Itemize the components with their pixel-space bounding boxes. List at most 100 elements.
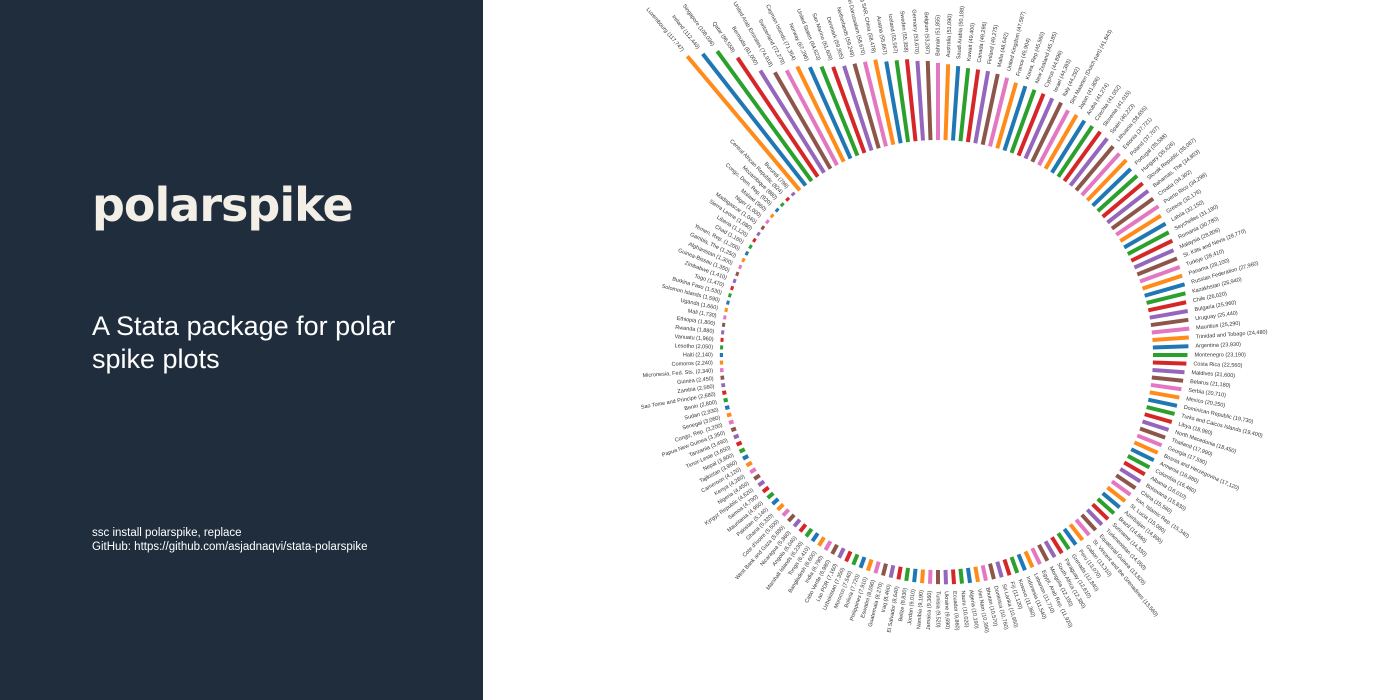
- spike: [896, 566, 903, 580]
- spike: [912, 568, 918, 583]
- spike: [817, 536, 826, 547]
- spike: [1152, 368, 1185, 375]
- spike: [1085, 158, 1128, 202]
- spike: [741, 257, 746, 263]
- spike: [730, 285, 735, 291]
- spike: [1146, 405, 1176, 416]
- spike: [894, 60, 911, 143]
- spike: [1062, 130, 1102, 183]
- spike: [730, 426, 737, 433]
- spike: [1091, 167, 1133, 208]
- spike: [715, 49, 814, 183]
- spike: [873, 59, 896, 146]
- spike: [1068, 137, 1109, 187]
- spike: [1150, 317, 1189, 328]
- spike: [973, 566, 980, 583]
- spike: [726, 412, 732, 418]
- spike: [1056, 125, 1094, 178]
- spike: [745, 460, 753, 468]
- spike: [1110, 197, 1155, 231]
- spike: [776, 502, 785, 512]
- spike: [1068, 523, 1085, 542]
- spike: [1062, 527, 1078, 546]
- spike: [1016, 553, 1027, 571]
- spike: [742, 454, 750, 461]
- spike: [973, 70, 991, 144]
- spike-label: Vanuatu (1,960): [674, 334, 714, 343]
- spike: [1141, 273, 1183, 291]
- spike: [1149, 309, 1189, 320]
- spike: [1119, 467, 1142, 484]
- spike: [823, 540, 833, 551]
- spike: [943, 64, 951, 141]
- spike: [995, 561, 1004, 578]
- spike: [1144, 282, 1186, 298]
- spike: [808, 66, 853, 160]
- spike: [1023, 97, 1055, 160]
- spike: [1152, 335, 1189, 342]
- spike: [752, 237, 757, 243]
- spike: [904, 59, 918, 142]
- spike: [779, 202, 785, 208]
- package-subtitle: A Stata package for polar spike plots: [92, 311, 396, 374]
- spike: [735, 56, 820, 178]
- spike: [764, 219, 770, 225]
- spike: [842, 65, 874, 152]
- spike: [773, 71, 833, 170]
- spike-label: Namibia (9,190): [916, 590, 925, 630]
- spike-label: Sweden (55,358): [898, 10, 908, 52]
- spike: [738, 447, 746, 454]
- spike: [766, 491, 775, 500]
- spike-label: Maldives (21,600): [1191, 370, 1235, 379]
- spike: [951, 65, 961, 141]
- spike: [749, 467, 757, 474]
- spike: [1096, 174, 1139, 213]
- spike-label: Argentina (23,930): [1195, 342, 1241, 350]
- spike: [920, 569, 925, 584]
- spike: [1074, 145, 1115, 192]
- spike: [757, 479, 766, 488]
- github-link[interactable]: GitHub: https://github.com/asjadnaqvi/st…: [92, 541, 368, 553]
- spike: [685, 54, 802, 192]
- spike: [781, 508, 791, 517]
- spike: [1091, 502, 1110, 521]
- spike: [1002, 85, 1028, 152]
- spike: [1150, 382, 1182, 392]
- spike-label: Belize (8,830): [898, 587, 909, 622]
- spike: [1133, 440, 1159, 455]
- info-panel: polarspike A Stata package for polar spi…: [0, 0, 483, 700]
- spike: [951, 569, 957, 585]
- spike: [1030, 101, 1063, 163]
- spike: [735, 440, 743, 447]
- spike: [1139, 265, 1181, 284]
- install-info: ssc install polarspike, replace GitHub: …: [92, 526, 368, 554]
- spike: [1101, 181, 1144, 219]
- spike: [756, 231, 761, 237]
- spike: [851, 553, 860, 566]
- spike: [958, 67, 971, 142]
- spike: [724, 405, 730, 411]
- spike: [888, 564, 896, 579]
- spike: [1136, 256, 1178, 277]
- spike: [1115, 473, 1137, 490]
- spike: [1147, 300, 1187, 313]
- spike-label: Austria (55,867): [875, 16, 888, 56]
- spike-label: Lesotho (2,050): [674, 343, 713, 350]
- spike: [722, 315, 727, 320]
- spike: [965, 567, 973, 584]
- spike-label: Canada (49,296): [977, 21, 989, 63]
- spike: [727, 292, 732, 298]
- spike-label: Australia (51,090): [946, 14, 954, 58]
- spike: [753, 473, 761, 481]
- spike: [795, 65, 846, 163]
- spike: [1106, 485, 1127, 503]
- polar-spike-svg: Luxembourg (117,747)Ireland (112,440)Sin…: [640, 0, 1267, 633]
- polar-spike-chart: Luxembourg (117,747) Ireland (112,440) Sin…: [483, 0, 1400, 700]
- spike: [758, 69, 826, 174]
- spike: [1119, 214, 1162, 243]
- spike: [1133, 248, 1175, 270]
- spike: [804, 527, 814, 538]
- spike: [1101, 491, 1121, 509]
- spike: [701, 52, 808, 187]
- spike-label: Rwanda (1,880): [675, 325, 715, 335]
